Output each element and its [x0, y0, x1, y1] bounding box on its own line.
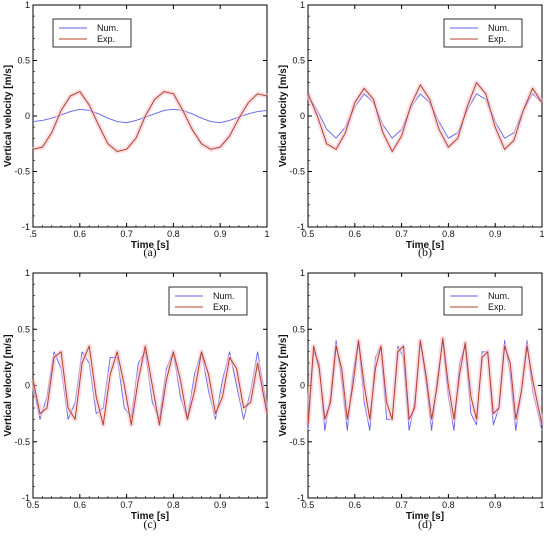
- legend-label-num: Num.: [488, 23, 510, 33]
- legend-label-num: Num.: [488, 291, 510, 301]
- y-tick-label: 0: [25, 111, 30, 121]
- legend-label-exp: Exp.: [213, 302, 231, 312]
- y-tick-label: 0: [25, 381, 30, 391]
- panel-b: -1 -0.5 0 0.5 1 0.5 0.6 0.7 0.8 0.9 1 Num.Exp. Time …: [278, 0, 545, 259]
- y-tick-label: 0: [300, 111, 305, 121]
- y-tick-label: 1: [25, 268, 30, 278]
- x-tick-label: 0.9: [489, 500, 502, 510]
- x-tick-label: 0.6: [74, 229, 87, 239]
- y-tick-label: -0.5: [14, 167, 30, 177]
- y-tick-label: -1: [22, 493, 30, 503]
- y-tick-label: 1: [25, 0, 30, 10]
- panel-caption: (a): [143, 245, 156, 259]
- x-tick-label: 0.7: [395, 500, 408, 510]
- legend-box: [168, 286, 248, 316]
- legend-label-num: Num.: [213, 291, 235, 301]
- x-tick-label: 0.9: [489, 229, 502, 239]
- legend-label-exp: Exp.: [488, 302, 506, 312]
- x-axis-label: Time [s]: [131, 240, 169, 251]
- x-axis-label: Time [s]: [406, 511, 444, 522]
- y-axis-label: Vertical velocity [m/s]: [278, 65, 289, 167]
- x-tick-label: 0.8: [442, 500, 455, 510]
- x-tick-label: 0.8: [167, 500, 180, 510]
- x-tick-label: 0.5: [27, 500, 40, 510]
- y-tick-label: -0.5: [289, 167, 305, 177]
- legend-label-exp: Exp.: [488, 34, 506, 44]
- legend-box: [443, 286, 523, 316]
- x-tick-label: 0.8: [167, 229, 180, 239]
- series-line-exp: [32, 345, 268, 426]
- panel-d: -1 -0.5 0 0.5 1 0.5 0.6 0.7 0.8 0.9 1 Num.Exp. Time …: [278, 268, 545, 531]
- y-tick-label: 0.5: [17, 56, 30, 66]
- x-tick-label: 0.9: [214, 500, 227, 510]
- series-line-exp: [32, 91, 268, 152]
- legend-label-num: Num.: [97, 23, 119, 33]
- x-tick-label: 0.6: [74, 500, 87, 510]
- x-tick-label: 0.5: [302, 229, 315, 239]
- x-tick-label: 0.6: [349, 500, 362, 510]
- y-tick-label: 0.5: [292, 56, 305, 66]
- series-line-exp: [307, 82, 543, 152]
- y-tick-label: -1: [22, 222, 30, 232]
- x-tick-label: .5: [29, 229, 37, 239]
- x-tick-label: 1: [539, 229, 544, 239]
- y-tick-label: 0.5: [17, 324, 30, 334]
- y-axis-label: Vertical velocity [m/s]: [3, 65, 14, 167]
- series-line-num: [32, 108, 268, 124]
- x-axis-label: Time [s]: [406, 240, 444, 251]
- y-tick-label: 1: [300, 0, 305, 10]
- x-tick-label: 0.7: [120, 500, 133, 510]
- x-tick-label: 1: [264, 229, 269, 239]
- panel-c: -1 -0.5 0 0.5 1 0.5 0.6 0.7 0.8 0.9 1 Num.Exp. Time …: [3, 268, 270, 531]
- x-tick-label: 0.7: [120, 229, 133, 239]
- y-tick-label: -0.5: [289, 437, 305, 447]
- y-tick-label: 0.5: [292, 324, 305, 334]
- x-tick-label: 0.6: [349, 229, 362, 239]
- y-tick-label: -0.5: [14, 437, 30, 447]
- x-tick-label: 0.8: [442, 229, 455, 239]
- y-tick-label: -1: [297, 222, 305, 232]
- x-tick-label: 1: [539, 500, 544, 510]
- y-axis-label: Vertical velocity [m/s]: [3, 334, 14, 436]
- panel-a: -1 -0.5 0 0.5 1 .5 0.6 0.7 0.8 0.9 1 Num.Exp. Time […: [3, 0, 270, 259]
- y-tick-label: -1: [297, 493, 305, 503]
- y-axis-label: Vertical velocity [m/s]: [278, 334, 289, 436]
- x-tick-label: 1: [264, 500, 269, 510]
- legend-box: [443, 18, 523, 48]
- panel-caption: (c): [143, 517, 156, 531]
- x-axis-label: Time [s]: [131, 511, 169, 522]
- panel-caption: (b): [418, 245, 432, 259]
- y-tick-label: 1: [300, 268, 305, 278]
- legend-box: [52, 18, 132, 48]
- x-tick-label: 0.9: [214, 229, 227, 239]
- y-tick-label: 0: [300, 381, 305, 391]
- legend-label-exp: Exp.: [97, 34, 115, 44]
- x-tick-label: 0.5: [302, 500, 315, 510]
- x-tick-label: 0.7: [395, 229, 408, 239]
- panel-caption: (d): [418, 517, 432, 531]
- series-line-exp: [307, 337, 543, 426]
